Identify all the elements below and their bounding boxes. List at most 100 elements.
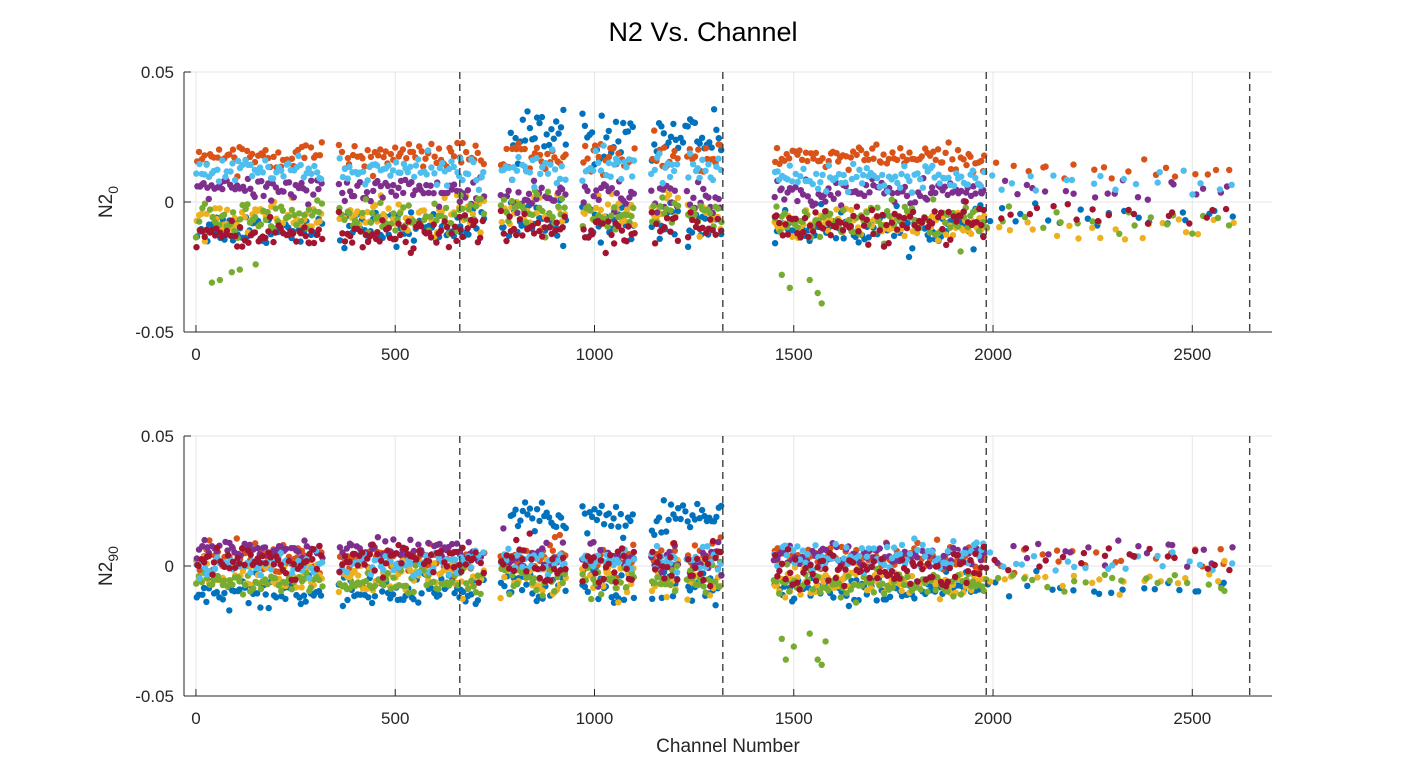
data-point bbox=[305, 239, 312, 246]
data-point bbox=[1023, 554, 1031, 562]
data-point bbox=[1151, 586, 1159, 593]
data-point bbox=[500, 196, 508, 203]
data-point bbox=[1186, 220, 1193, 227]
data-point bbox=[1115, 537, 1122, 544]
data-point bbox=[1169, 541, 1176, 549]
data-point bbox=[264, 580, 271, 588]
data-point bbox=[521, 137, 529, 144]
data-point bbox=[448, 230, 455, 237]
data-point bbox=[1071, 563, 1078, 571]
data-point bbox=[410, 547, 417, 555]
data-point bbox=[1131, 553, 1138, 560]
data-point bbox=[474, 149, 481, 157]
data-point bbox=[456, 198, 463, 205]
data-point bbox=[528, 200, 535, 207]
data-point bbox=[241, 561, 248, 569]
data-point bbox=[816, 233, 824, 240]
data-point bbox=[661, 144, 668, 151]
data-point bbox=[595, 595, 602, 603]
data-point bbox=[242, 581, 249, 589]
data-point bbox=[658, 547, 665, 554]
data-point bbox=[233, 535, 240, 542]
data-point bbox=[897, 145, 904, 152]
data-point bbox=[1052, 567, 1059, 574]
x-tick-label: 0 bbox=[191, 345, 200, 364]
data-point bbox=[888, 219, 896, 226]
data-point bbox=[306, 550, 313, 558]
data-point bbox=[513, 231, 520, 239]
data-point bbox=[889, 584, 896, 591]
data-point bbox=[799, 228, 807, 236]
data-point bbox=[934, 237, 942, 244]
data-point bbox=[816, 589, 824, 596]
data-point bbox=[509, 176, 516, 183]
data-point bbox=[825, 220, 832, 227]
data-point bbox=[259, 152, 267, 159]
data-point bbox=[317, 175, 325, 183]
data-point bbox=[814, 185, 822, 192]
data-point bbox=[1141, 156, 1148, 163]
data-point bbox=[796, 556, 804, 563]
data-point bbox=[673, 562, 681, 569]
data-point bbox=[1204, 171, 1212, 178]
data-point bbox=[986, 549, 994, 556]
data-point bbox=[913, 554, 921, 561]
data-point bbox=[998, 186, 1005, 193]
data-point bbox=[584, 155, 591, 162]
data-point bbox=[224, 547, 231, 554]
data-point bbox=[696, 174, 703, 181]
data-point bbox=[541, 224, 548, 231]
data-point bbox=[685, 174, 692, 181]
data-point bbox=[978, 222, 985, 229]
data-point bbox=[290, 561, 297, 568]
data-point bbox=[667, 554, 674, 561]
data-point bbox=[277, 561, 284, 568]
data-point bbox=[310, 239, 318, 247]
data-point bbox=[200, 584, 208, 592]
data-point bbox=[459, 595, 466, 602]
data-point bbox=[346, 163, 353, 171]
data-point bbox=[1042, 573, 1049, 581]
data-point bbox=[866, 574, 873, 582]
data-point bbox=[1109, 562, 1116, 569]
data-point bbox=[595, 153, 602, 161]
data-point bbox=[1071, 578, 1078, 585]
data-point bbox=[615, 158, 622, 166]
data-point bbox=[593, 187, 600, 194]
data-point bbox=[1163, 221, 1171, 228]
data-point bbox=[980, 543, 987, 551]
data-point bbox=[651, 141, 658, 148]
data-point bbox=[876, 227, 883, 234]
data-point bbox=[1017, 210, 1024, 218]
data-point bbox=[359, 155, 366, 162]
data-point bbox=[297, 218, 305, 225]
data-point bbox=[269, 175, 277, 182]
data-point bbox=[832, 235, 840, 242]
data-point bbox=[267, 566, 275, 573]
data-point bbox=[232, 232, 239, 240]
data-point bbox=[885, 240, 892, 247]
data-point bbox=[857, 146, 865, 154]
data-point bbox=[280, 173, 287, 180]
data-point bbox=[580, 226, 587, 233]
data-point bbox=[881, 561, 888, 569]
data-point bbox=[822, 565, 829, 572]
data-point bbox=[336, 155, 343, 162]
data-point bbox=[605, 153, 613, 161]
data-point bbox=[593, 516, 601, 524]
data-point bbox=[942, 219, 949, 226]
data-point bbox=[809, 180, 816, 188]
data-point bbox=[1154, 179, 1161, 186]
data-point bbox=[310, 546, 317, 553]
data-point bbox=[1109, 574, 1116, 582]
data-point bbox=[672, 515, 679, 522]
data-point bbox=[558, 218, 566, 225]
data-point bbox=[335, 180, 343, 188]
data-point bbox=[1204, 565, 1212, 572]
data-point bbox=[220, 211, 228, 218]
data-point bbox=[543, 216, 551, 223]
data-point bbox=[972, 550, 979, 557]
data-point bbox=[288, 206, 296, 214]
data-point bbox=[667, 133, 675, 140]
